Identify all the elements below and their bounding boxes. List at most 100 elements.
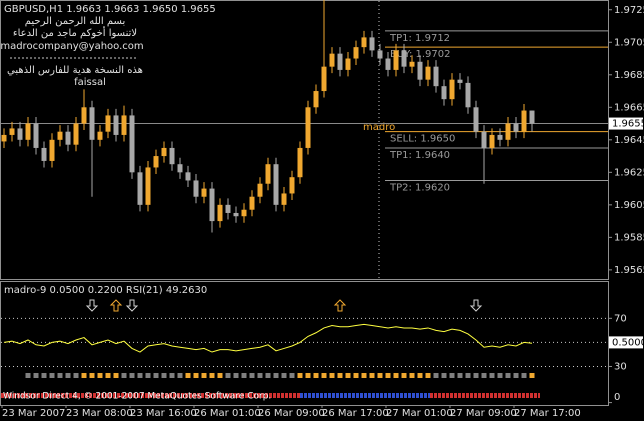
- candle-body: [169, 147, 175, 165]
- candle-body: [257, 183, 263, 197]
- candle-body: [369, 37, 375, 51]
- state-square: [489, 373, 495, 378]
- x-tick-label: 23 Mar 16:00: [130, 408, 197, 419]
- state-square: [529, 373, 535, 378]
- state-square: [225, 373, 231, 378]
- y-tick-label: 1.9625: [614, 167, 644, 178]
- state-square: [249, 373, 255, 378]
- state-square: [417, 373, 423, 378]
- candle-body: [145, 167, 151, 205]
- candle-body: [129, 115, 135, 173]
- level-label: TP1: 1.9640: [389, 150, 450, 161]
- state-square: [89, 373, 95, 378]
- candle-body: [57, 131, 63, 140]
- candle-body: [217, 204, 223, 222]
- state-square: [161, 373, 167, 378]
- state-square: [169, 373, 175, 378]
- candle-body: [281, 193, 287, 205]
- state-square: [57, 373, 63, 378]
- state-square: [505, 373, 511, 378]
- note: faissal: [74, 77, 106, 88]
- state-square: [217, 373, 223, 378]
- state-square: [121, 373, 127, 378]
- candle-body: [81, 107, 87, 124]
- candle-body: [289, 177, 295, 194]
- state-square: [209, 373, 215, 378]
- candle-body: [513, 123, 519, 132]
- candle-body: [465, 82, 471, 108]
- state-square: [33, 373, 39, 378]
- candle-body: [113, 115, 119, 135]
- candle-body: [457, 79, 463, 83]
- candle-body: [49, 139, 55, 161]
- signal-arrow: [469, 299, 483, 312]
- x-tick-label: 26 Mar 01:00: [194, 408, 261, 419]
- candle-body: [377, 50, 383, 59]
- candle-body: [137, 172, 143, 205]
- state-square: [441, 373, 447, 378]
- state-square: [449, 373, 455, 378]
- candle-body: [209, 188, 215, 222]
- state-square: [145, 373, 151, 378]
- x-tick-label: 27 Mar 01:00: [386, 408, 453, 419]
- state-square: [241, 373, 247, 378]
- state-square: [401, 373, 407, 378]
- candle-body: [73, 123, 79, 145]
- footer: Windsor Direct 4, © 2001-2007 MetaQuotes…: [3, 392, 271, 402]
- candle-body: [273, 164, 279, 205]
- signal-arrow: [333, 299, 347, 312]
- x-tick-label: 23 Mar 2007: [2, 408, 65, 419]
- level-box: [609, 336, 643, 349]
- candle-body: [425, 66, 431, 80]
- candle-body: [225, 204, 231, 213]
- state-square: [265, 373, 271, 378]
- state-square: [393, 373, 399, 378]
- state-square: [193, 373, 199, 378]
- x-tick-label: 27 Mar 17:00: [514, 408, 581, 419]
- candle-body: [297, 147, 303, 178]
- state-square: [113, 373, 119, 378]
- state-square: [465, 373, 471, 378]
- candle-body: [417, 61, 423, 80]
- indicator-title: madro-9 0.0500 0.2200 RSI(21) 49.2630: [4, 285, 207, 296]
- candle-body: [393, 50, 399, 70]
- state-square: [281, 373, 287, 378]
- candle-body: [481, 131, 487, 148]
- state-square: [521, 373, 527, 378]
- marker-label: madro: [363, 122, 395, 133]
- y-tick-label: 1.9705: [614, 37, 644, 48]
- y-tick-label: 1.9585: [614, 232, 644, 243]
- candle-body: [185, 172, 191, 181]
- candle-body: [433, 66, 439, 87]
- candle-body: [233, 212, 239, 217]
- level-label: TP2: 1.9620: [389, 182, 450, 193]
- y-tick-label: 1.9725: [614, 5, 644, 16]
- candle-body: [89, 107, 95, 140]
- candle-body: [1, 134, 7, 142]
- candle-body: [401, 50, 407, 67]
- y-tick-label: 1.9565: [614, 265, 644, 276]
- state-square: [273, 373, 279, 378]
- candle-body: [345, 58, 351, 70]
- candle-body: [337, 53, 343, 70]
- x-tick-label: 26 Mar 17:00: [322, 408, 389, 419]
- candle-body: [449, 79, 455, 100]
- candle-body: [321, 66, 327, 92]
- state-square: [321, 373, 327, 378]
- state-square: [313, 373, 319, 378]
- state-square: [353, 373, 359, 378]
- state-square: [457, 373, 463, 378]
- level-box-label: 0.5000: [612, 337, 644, 348]
- state-square: [49, 373, 55, 378]
- candle-body: [521, 110, 527, 132]
- candle-body: [105, 115, 111, 132]
- state-square: [305, 373, 311, 378]
- candle-body: [497, 134, 503, 140]
- candle-body: [313, 91, 319, 108]
- candle-body: [265, 164, 271, 184]
- state-square: [177, 373, 183, 378]
- sub-frame: [0, 281, 609, 406]
- note: لاتنسوا أخوكم ماجد من الدعاء: [13, 26, 137, 39]
- candle-body: [9, 128, 15, 135]
